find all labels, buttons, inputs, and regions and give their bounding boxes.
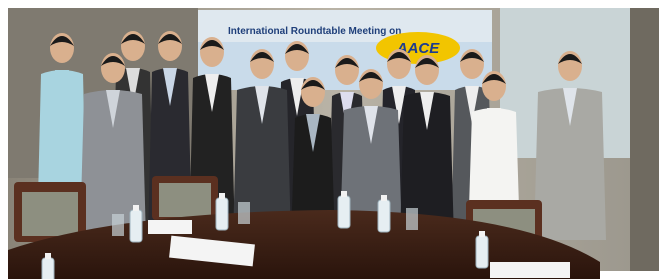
glass [112,214,124,236]
glass [406,208,418,230]
right-wall [630,8,659,271]
bottle [42,258,54,279]
bottle [338,196,350,228]
page: International Roundtable Meeting on AACE… [0,0,667,279]
photo: International Roundtable Meeting on AACE [0,0,667,279]
bottle-cap [381,195,387,201]
chair-back [22,192,78,236]
bottle [378,200,390,232]
chair-back [159,183,211,217]
bottle-cap [219,193,225,199]
banner-title: International Roundtable Meeting on [228,26,401,37]
paper [148,220,192,234]
bottle-cap [45,253,51,259]
bottle [130,210,142,242]
bottle [216,198,228,230]
bottle-cap [479,231,485,237]
glass [238,202,250,224]
bottle-cap [133,205,139,211]
paper [490,262,570,278]
bottle [476,236,488,268]
bottle-cap [341,191,347,197]
